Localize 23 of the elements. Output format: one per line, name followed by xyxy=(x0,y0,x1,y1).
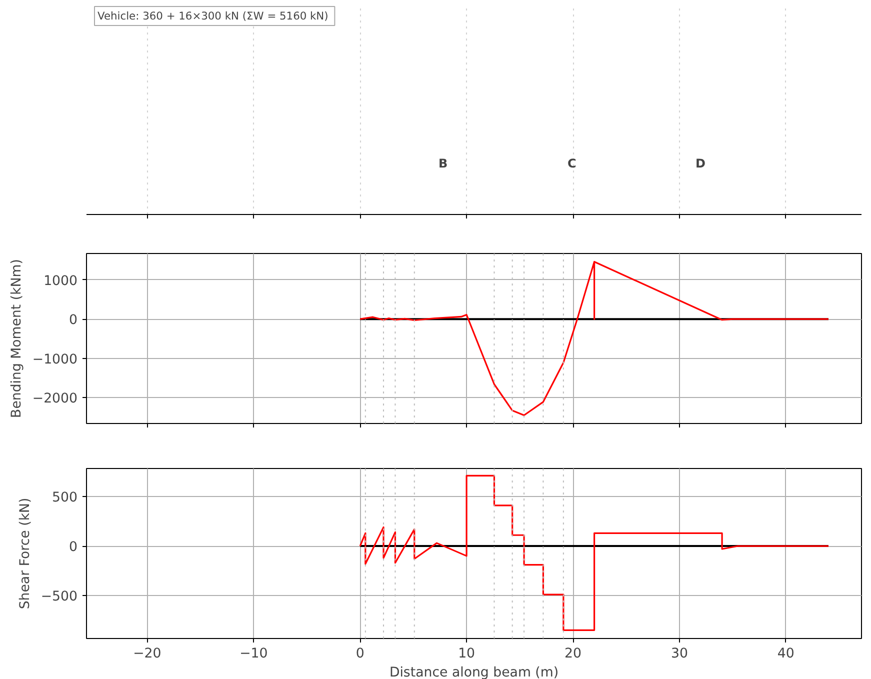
text: D xyxy=(696,156,706,170)
y-tick-label: −500 xyxy=(40,590,78,605)
y-axis-title: Bending Moment (kNm) xyxy=(9,259,24,418)
line-series xyxy=(359,260,830,416)
text: C xyxy=(568,156,576,170)
text: B xyxy=(438,156,448,170)
x-tick-label: 0 xyxy=(356,646,364,662)
x-tick-label: 40 xyxy=(777,646,794,662)
text: Vehicle: 360 + 16×300 kN (ΣW = 5160 kN) xyxy=(98,10,328,22)
y-tick-label: 1000 xyxy=(44,274,78,289)
y-axis-title: Shear Force (kN) xyxy=(18,498,33,610)
x-tick-label: −10 xyxy=(240,646,268,662)
x-axis-title: Distance along beam (m) xyxy=(389,666,559,679)
x-tick-label: 20 xyxy=(564,646,582,662)
x-tick-label: 30 xyxy=(670,646,688,662)
x-tick-label: −20 xyxy=(133,646,162,662)
y-tick-label: 500 xyxy=(52,490,78,506)
y-tick-label: 0 xyxy=(69,540,78,556)
y-tick-label: −1000 xyxy=(32,352,78,368)
y-tick-label: 0 xyxy=(69,313,78,328)
x-tick-label: 10 xyxy=(458,646,476,662)
y-tick-label: −2000 xyxy=(32,392,78,407)
line-series xyxy=(359,474,830,631)
